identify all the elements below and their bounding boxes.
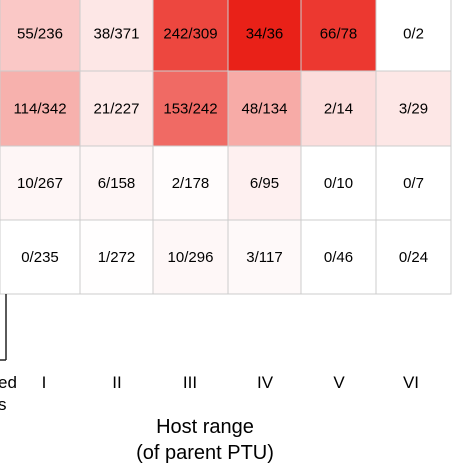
heatmap-cell-label-r3-c5: 0/10: [324, 175, 353, 192]
heatmap-cell-label-r1-c2: 38/371: [94, 26, 140, 43]
heatmap-cell-label-r2-c2: 21/227: [94, 101, 140, 118]
heatmap-cell-r4-c3: [152, 219, 229, 295]
x-tick-label-5: V: [333, 373, 345, 392]
heatmap-cell-label-r3-c1: 10/267: [17, 175, 63, 192]
heatmap-cell-r2-c4: [227, 70, 302, 147]
heatmap-cell-label-r2-c6: 3/29: [399, 101, 428, 118]
heatmap-cell-r2-c1: [0, 70, 81, 147]
heatmap-cell-label-r3-c2: 6/158: [98, 175, 136, 192]
heatmap-cell-label-r1-c3: 242/309: [163, 26, 217, 43]
heatmap-cell-r3-c1: [0, 145, 81, 221]
heatmap-cell-r3-c2: [79, 145, 154, 221]
heatmap-cell-r3-c3: [152, 145, 229, 221]
heatmap-cell-label-r4-c3: 10/296: [168, 249, 214, 266]
heatmap-cell-r4-c5: [300, 219, 377, 295]
heatmap-cell-label-r4-c5: 0/46: [324, 249, 353, 266]
heatmap-cell-label-r4-c6: 0/24: [399, 249, 428, 266]
heatmap-cell-label-r1-c1: 55/236: [17, 26, 63, 43]
x-tick-label-3: III: [183, 373, 197, 392]
x-tick-label-1: I: [42, 373, 47, 392]
clipped-left-label-line1: ed: [0, 373, 17, 392]
heatmap-cell-label-r1-c6: 0/2: [403, 26, 424, 43]
x-axis-title-line2: (of parent PTU): [136, 442, 274, 464]
x-tick-label-4: IV: [257, 373, 274, 392]
heatmap-cell-r2-c2: [79, 70, 154, 147]
x-tick-label-6: VI: [403, 373, 419, 392]
heatmap-cell-label-r4-c1: 0/235: [21, 249, 59, 266]
heatmap-cell-label-r2-c5: 2/14: [324, 101, 353, 118]
heatmap-cell-label-r3-c3: 2/178: [172, 175, 210, 192]
heatmap-cell-r1-c5: [300, 0, 377, 72]
heatmap-cell-r4-c2: [79, 219, 154, 295]
heatmap-cell-label-r2-c1: 114/342: [13, 101, 66, 118]
heatmap-cell-r1-c2: [79, 0, 154, 72]
heatmap-cell-r1-c4: [227, 0, 302, 72]
heatmap-cell-label-r4-c4: 3/117: [246, 249, 282, 266]
x-tick-labels: I II III IV V VI: [42, 373, 419, 392]
x-tick-label-2: II: [112, 373, 121, 392]
axis-lines: [0, 294, 7, 361]
clipped-left-label-line2: s: [0, 395, 7, 414]
heatmap-cell-label-r4-c2: 1/272: [98, 249, 136, 266]
heatmap-cell-r3-c5: [300, 145, 377, 221]
heatmap-cell-r2-c3: [152, 70, 229, 147]
heatmap-cell-r1-c6: [375, 0, 452, 72]
heatmap-cell-label-r3-c4: 6/95: [250, 175, 279, 192]
heatmap-cell-r4-c6: [375, 219, 452, 295]
heatmap-cells: 55/236 38/371 242/309 34/36 66/78 0/2 114/342 2…: [0, 0, 452, 295]
heatmap-cell-r3-c4: [227, 145, 302, 221]
heatmap-cell-label-r1-c5: 66/78: [320, 26, 358, 43]
heatmap-cell-r2-c6: [375, 70, 452, 147]
x-axis-title-line1: Host range: [156, 416, 254, 438]
heatmap-cell-label-r1-c4: 34/36: [246, 26, 284, 43]
heatmap-cell-label-r2-c4: 48/134: [242, 101, 288, 118]
heatmap-cell-r4-c1: [0, 219, 81, 295]
heatmap-cell-label-r2-c3: 153/242: [163, 101, 217, 118]
heatmap-cell-label-r3-c6: 0/7: [403, 175, 424, 192]
heatmap-cell-r4-c4: [227, 219, 302, 295]
heatmap-cell-r3-c6: [375, 145, 452, 221]
